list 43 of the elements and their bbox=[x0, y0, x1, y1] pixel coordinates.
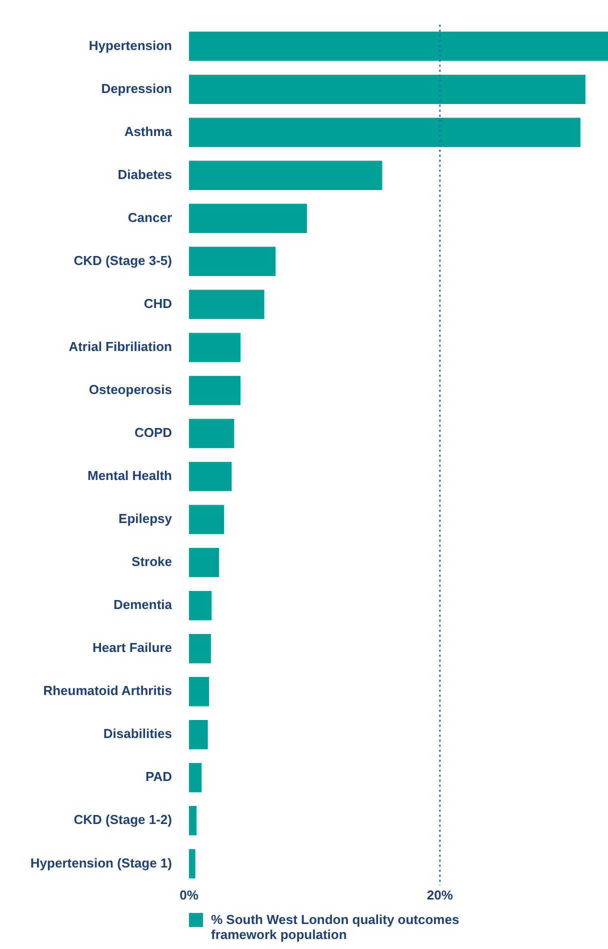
x-tick-label: 20% bbox=[426, 888, 454, 903]
y-tick-label: Epilepsy bbox=[118, 511, 173, 526]
legend-label: % South West London quality outcomes framework population bbox=[211, 912, 460, 942]
bar bbox=[189, 634, 211, 664]
x-tick-label: 0% bbox=[180, 888, 199, 903]
bar bbox=[189, 332, 240, 362]
bar bbox=[189, 849, 196, 878]
y-tick-label: CKD (Stage 1-2) bbox=[74, 812, 172, 828]
bar bbox=[189, 246, 276, 276]
y-tick-label: CHD bbox=[144, 296, 172, 312]
y-tick-label: CKD (Stage 3-5) bbox=[74, 252, 172, 268]
bar bbox=[189, 204, 307, 234]
bar bbox=[189, 160, 382, 190]
y-tick-label: Stroke bbox=[132, 554, 172, 570]
bar bbox=[189, 290, 264, 320]
bar bbox=[189, 376, 240, 406]
y-tick-label: Osteoperosis bbox=[88, 382, 172, 398]
y-tick-label: Diabetes bbox=[118, 166, 172, 182]
bar bbox=[189, 676, 210, 706]
bar bbox=[189, 462, 232, 492]
bar bbox=[189, 74, 586, 104]
bar bbox=[189, 720, 208, 750]
y-tick-label: Hypertension bbox=[88, 38, 172, 53]
bar bbox=[189, 118, 580, 147]
y-tick-label: COPD bbox=[134, 425, 172, 440]
y-tick-label: Hypertension (Stage 1) bbox=[30, 855, 172, 870]
y-tick-label: Dementia bbox=[113, 597, 173, 612]
bar bbox=[189, 763, 202, 792]
bar bbox=[189, 806, 197, 836]
y-tick-label: Mental Health bbox=[87, 468, 172, 484]
bar bbox=[189, 548, 220, 578]
bar bbox=[189, 32, 608, 61]
bar bbox=[189, 418, 234, 448]
bar bbox=[189, 590, 212, 620]
y-tick-label: Atrial Fibriliation bbox=[68, 339, 172, 354]
y-tick-label: Rheumatoid Arthritis bbox=[43, 683, 172, 698]
bar bbox=[189, 504, 224, 534]
y-tick-label: Heart Failure bbox=[92, 640, 172, 656]
y-tick-label: PAD bbox=[146, 769, 172, 784]
y-tick-label: Asthma bbox=[124, 124, 173, 139]
y-tick-label: Depression bbox=[101, 80, 172, 96]
y-tick-label: Disabilities bbox=[103, 726, 172, 742]
y-tick-label: Cancer bbox=[128, 210, 172, 225]
